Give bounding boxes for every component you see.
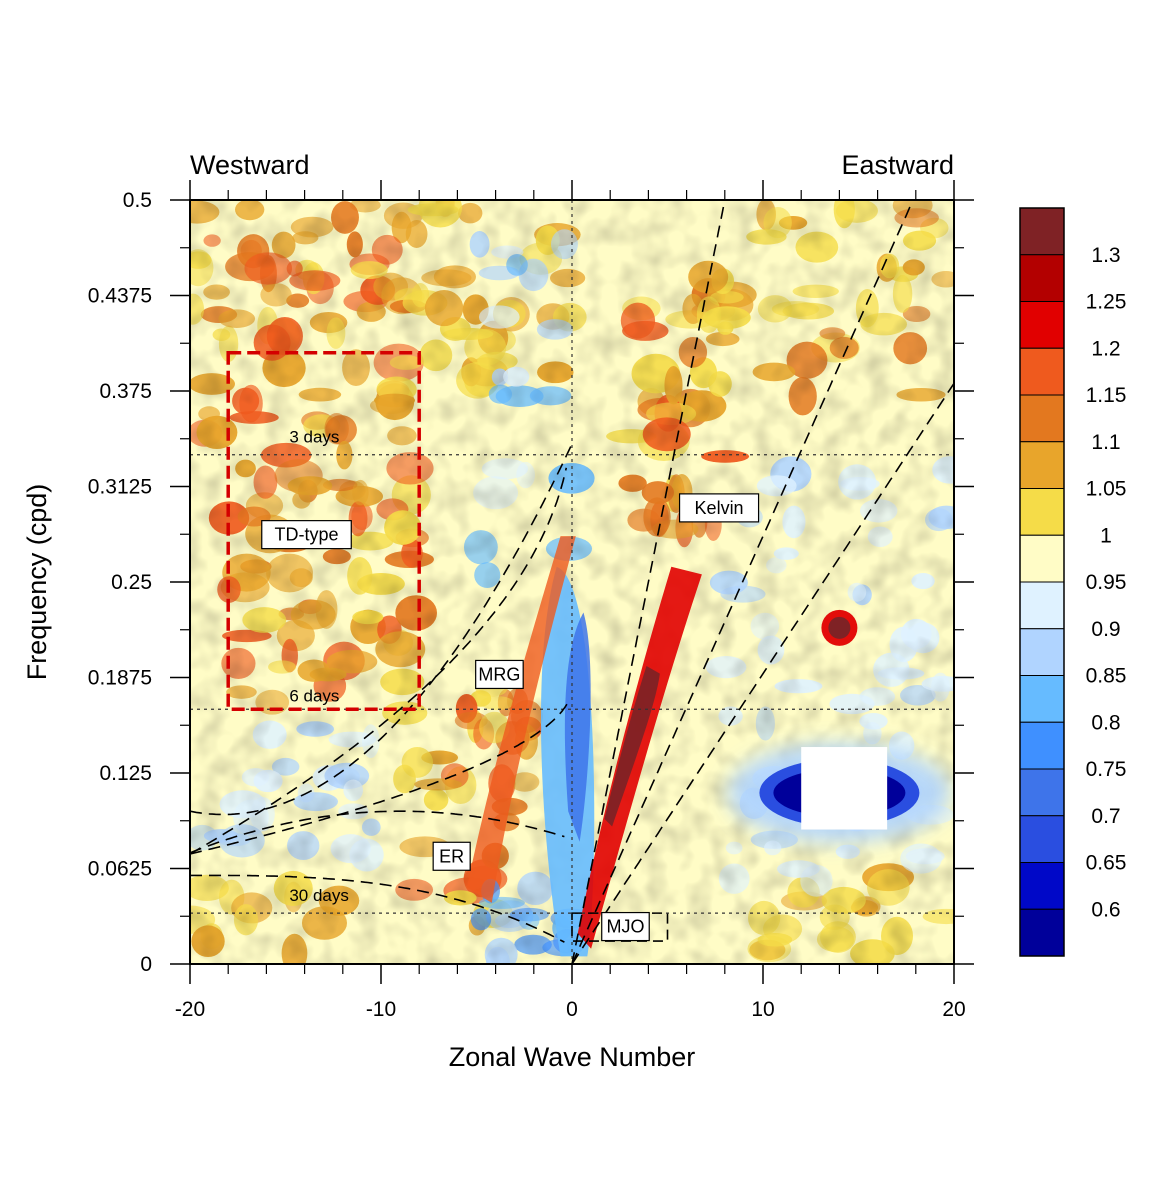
wave-label-box <box>261 520 352 550</box>
y-tick-label: 0.1875 <box>88 667 152 690</box>
wave-label: Kelvin <box>678 493 760 523</box>
colorbar-swatch <box>1019 347 1065 396</box>
x-axis-title: Zonal Wave Number <box>449 1042 696 1072</box>
mrg-dispersion-curve <box>190 443 573 816</box>
colorbar-swatch <box>1019 207 1065 256</box>
colorbar-label: 1.3 <box>1091 244 1120 267</box>
wave-label-text: ER <box>439 846 464 866</box>
field-features <box>466 536 952 957</box>
colorbar: 1.3 1.25 1.2 1.15 1.1 1.05 1 0.95 0.9 0.85 0.8 0.75… <box>1019 207 1127 957</box>
mrg-dispersion-curve-2 <box>190 467 568 855</box>
colorbar-label: 1.25 <box>1086 291 1127 314</box>
y-tick-label: 0.5 <box>123 189 152 212</box>
period-label: 3 days <box>289 428 339 447</box>
kelvin-dispersion-curve-2 <box>571 200 914 964</box>
colorbar-swatch <box>1019 675 1065 723</box>
y-axis-title: Frequency (cpd) <box>22 484 52 681</box>
wave-label-text: TD-type <box>275 525 339 545</box>
x-tick-label: 20 <box>942 998 965 1021</box>
y-tick-label: 0.25 <box>111 571 152 594</box>
period-label: 6 days <box>289 686 339 705</box>
power-field <box>190 200 954 964</box>
colorbar-swatch <box>1019 441 1065 489</box>
overlay-lines <box>190 200 954 964</box>
y-tick-label: 0.0625 <box>88 858 152 881</box>
colorbar-label: 0.9 <box>1091 618 1120 641</box>
td-type-box <box>226 351 421 712</box>
colorbar-swatch <box>1019 581 1065 630</box>
kelvin-dispersion-curve <box>571 200 726 964</box>
wave-label-box <box>432 841 471 871</box>
direction-label-left: Westward <box>190 150 310 180</box>
colorbar-swatch <box>1019 768 1065 817</box>
y-tick-label: 0 <box>140 953 152 976</box>
x-tick-label: -10 <box>366 998 396 1021</box>
colorbar-label: 0.8 <box>1091 711 1120 734</box>
colorbar-swatch <box>1019 488 1065 536</box>
colorbar-swatch <box>1019 534 1065 583</box>
field-kelvin-band <box>577 566 702 949</box>
colorbar-label: 0.65 <box>1086 852 1127 875</box>
colorbar-label: 1.15 <box>1086 384 1127 407</box>
wave-label: MJO <box>601 911 650 942</box>
colorbar-label: 0.95 <box>1086 571 1127 594</box>
y-tick-label: 0.375 <box>99 380 152 403</box>
colorbar-label: 1.1 <box>1091 431 1120 454</box>
masked-region <box>801 747 888 830</box>
kelvin-dispersion-curve-3 <box>571 382 954 964</box>
field-red-spot-core <box>828 616 851 639</box>
mjo-box <box>571 912 669 942</box>
mrg-dispersion-curve-3 <box>190 701 569 855</box>
x-tick-label: -20 <box>175 998 205 1021</box>
wave-label-box <box>601 911 650 942</box>
field-westward-ridge <box>466 536 576 903</box>
colorbar-label: 0.6 <box>1091 898 1120 921</box>
wave-label: ER <box>432 841 471 871</box>
y-tick-label: 0.3125 <box>88 476 152 499</box>
y-tick-label: 0.125 <box>99 762 152 785</box>
colorbar-frame <box>1019 207 1065 957</box>
colorbar-swatch <box>1019 394 1065 443</box>
direction-label-right: Eastward <box>841 150 954 180</box>
wave-label-text: MRG <box>478 664 520 684</box>
colorbar-label: 0.75 <box>1086 758 1127 781</box>
colorbar-label: 1.2 <box>1091 337 1120 360</box>
wave-label-text: Kelvin <box>695 498 744 518</box>
colorbar-label: 0.7 <box>1091 805 1120 828</box>
x-tick-label: 0 <box>566 998 578 1021</box>
colorbar-label: 0.85 <box>1086 665 1127 688</box>
wave-label-text: MJO <box>606 917 644 937</box>
field-kelvin-core <box>604 666 660 827</box>
colorbar-swatch <box>1019 628 1065 676</box>
colorbar-swatch <box>1019 862 1065 910</box>
y-tick-label: 0.4375 <box>88 285 152 308</box>
wave-label-box <box>678 493 760 523</box>
wave-label: MRG <box>475 659 524 690</box>
wave-label: TD-type <box>261 520 352 550</box>
colorbar-swatch <box>1019 301 1065 349</box>
annotation-labels: 3 days 6 days 30 days Kelvin MRG ER MJO TD-type <box>261 428 760 942</box>
axis-ticks: -20 -10 0 10 20 0 0.0625 0.125 0.1875 0.25 0.3125 0… <box>88 180 974 1021</box>
er-dispersion-curve <box>190 810 565 854</box>
colorbar-swatch <box>1019 815 1065 863</box>
period-label: 30 days <box>289 886 349 905</box>
wave-label-box <box>475 659 524 690</box>
field-blue-core <box>564 612 591 842</box>
colorbar-label: 1.05 <box>1086 478 1127 501</box>
colorbar-swatch <box>1019 254 1065 302</box>
colorbar-label: 1 <box>1100 524 1112 547</box>
colorbar-swatch <box>1019 721 1065 770</box>
er-dispersion-curve-2 <box>190 874 565 943</box>
x-tick-label: 10 <box>751 998 774 1021</box>
colorbar-swatch <box>1019 908 1065 957</box>
